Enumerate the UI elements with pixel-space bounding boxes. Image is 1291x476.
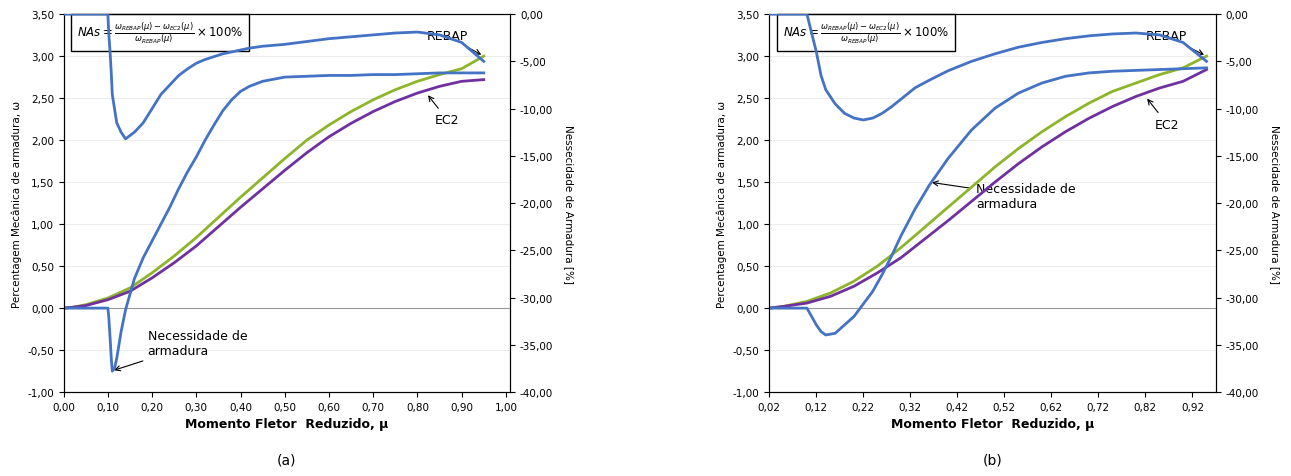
Text: EC2: EC2 (429, 97, 460, 127)
Text: EC2: EC2 (1148, 100, 1180, 131)
Text: Necessidade de
armadura: Necessidade de armadura (933, 181, 1075, 211)
Text: REBAP: REBAP (426, 30, 480, 55)
Y-axis label: Nessecidade de Armadura [%]: Nessecidade de Armadura [%] (564, 124, 574, 283)
Y-axis label: Percentagem Mecânica de armadura, ω: Percentagem Mecânica de armadura, ω (12, 100, 22, 307)
Text: (a): (a) (278, 453, 297, 467)
Text: Necessidade de
armadura: Necessidade de armadura (115, 329, 248, 371)
Text: $NAs = \frac{\omega_{REBAP}(\mu)-\omega_{EC2}(\mu)}{\omega_{REBAP}(\mu)} \times : $NAs = \frac{\omega_{REBAP}(\mu)-\omega_… (77, 21, 243, 46)
Y-axis label: Percentagem Mecânica de armadura, ω: Percentagem Mecânica de armadura, ω (717, 100, 727, 307)
X-axis label: Momento Fletor  Reduzido, μ: Momento Fletor Reduzido, μ (186, 417, 389, 430)
Text: $NAs = \frac{\omega_{REBAP}(\mu)-\omega_{EC2}(\mu)}{\omega_{REBAP}(\mu)} \times : $NAs = \frac{\omega_{REBAP}(\mu)-\omega_… (782, 21, 949, 46)
Y-axis label: Nessecidade de Armadura [%]: Nessecidade de Armadura [%] (1270, 124, 1279, 283)
Text: (b): (b) (982, 453, 1003, 467)
X-axis label: Momento Fletor  Reduzido, μ: Momento Fletor Reduzido, μ (891, 417, 1095, 430)
Text: REBAP: REBAP (1145, 30, 1203, 55)
